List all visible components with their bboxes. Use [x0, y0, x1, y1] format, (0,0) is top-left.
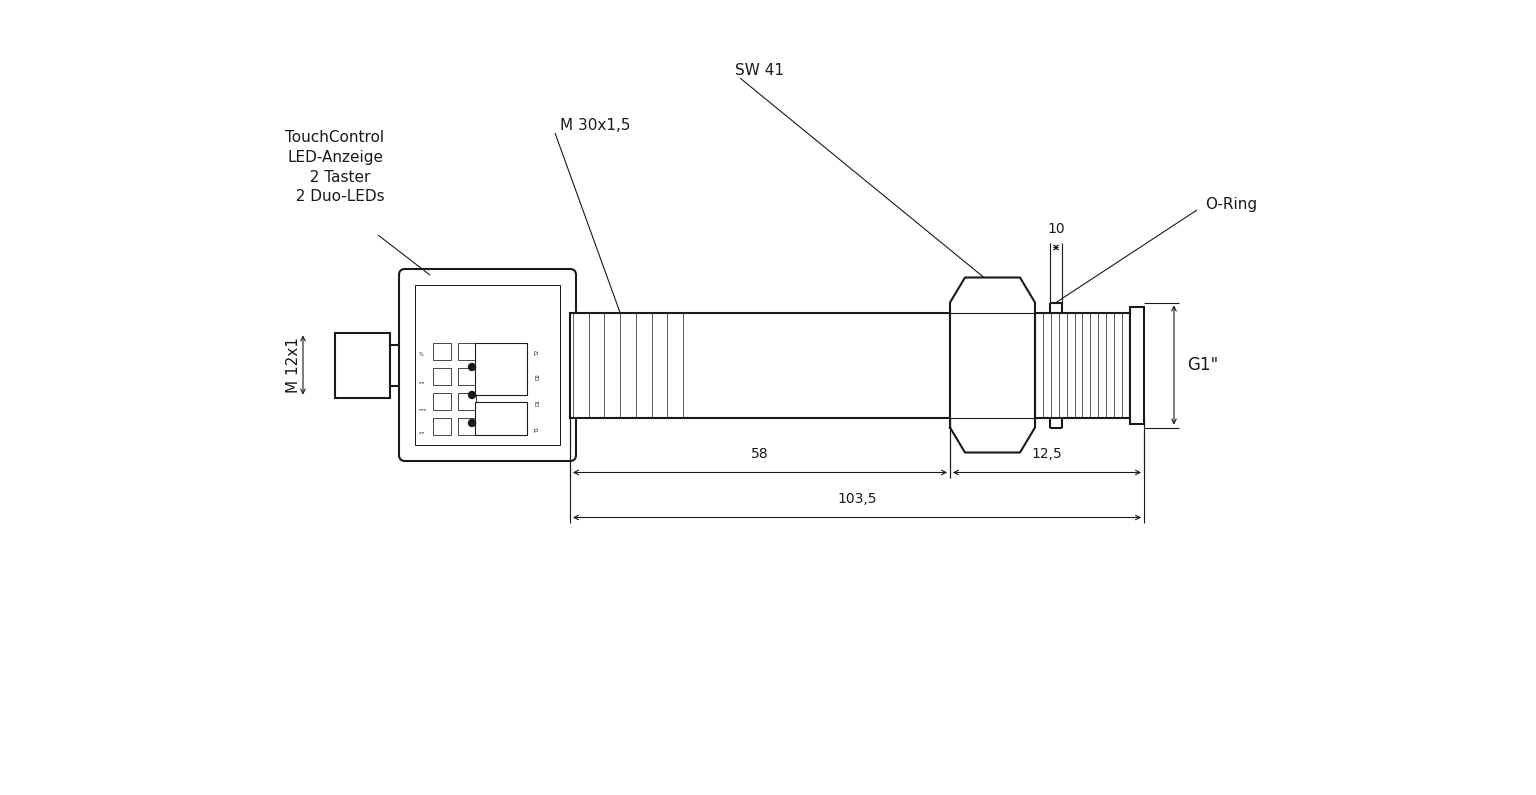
Bar: [433, 368, 452, 385]
Bar: [1130, 307, 1144, 424]
Text: 103,5: 103,5: [837, 491, 877, 506]
Bar: [458, 343, 476, 360]
Text: T1: T1: [535, 427, 541, 433]
Bar: [475, 343, 527, 395]
Circle shape: [468, 363, 476, 370]
FancyBboxPatch shape: [399, 269, 576, 461]
Text: mm: mm: [419, 408, 427, 412]
Text: M 30x1,5: M 30x1,5: [561, 118, 630, 133]
Bar: [458, 393, 476, 410]
Text: cm: cm: [419, 431, 425, 435]
Bar: [475, 402, 527, 435]
Bar: [458, 418, 476, 435]
Text: 58: 58: [751, 447, 770, 460]
Text: TouchControl
LED-Anzeige
  2 Taster
  2 Duo-LEDs: TouchControl LED-Anzeige 2 Taster 2 Duo-…: [286, 130, 384, 204]
Bar: [433, 343, 452, 360]
Bar: [1035, 312, 1130, 417]
Text: M 12x1: M 12x1: [286, 337, 301, 393]
Bar: [433, 418, 452, 435]
Text: O-Ring: O-Ring: [1206, 197, 1256, 212]
Bar: [433, 393, 452, 410]
Text: G1": G1": [1187, 356, 1218, 374]
Bar: [335, 332, 390, 398]
Text: 12,5: 12,5: [1032, 447, 1063, 460]
Text: D1: D1: [535, 400, 541, 406]
Text: cm: cm: [419, 381, 425, 385]
Text: T2: T2: [535, 350, 541, 356]
Text: D2: D2: [535, 374, 541, 381]
Bar: [415, 285, 561, 445]
Circle shape: [468, 391, 476, 398]
Bar: [570, 312, 949, 417]
Bar: [458, 368, 476, 385]
Polygon shape: [949, 277, 1035, 452]
Text: SW 41: SW 41: [736, 63, 783, 77]
Circle shape: [468, 420, 476, 426]
Text: 10: 10: [1048, 222, 1064, 235]
Text: %: %: [419, 352, 424, 358]
Bar: [390, 344, 406, 386]
